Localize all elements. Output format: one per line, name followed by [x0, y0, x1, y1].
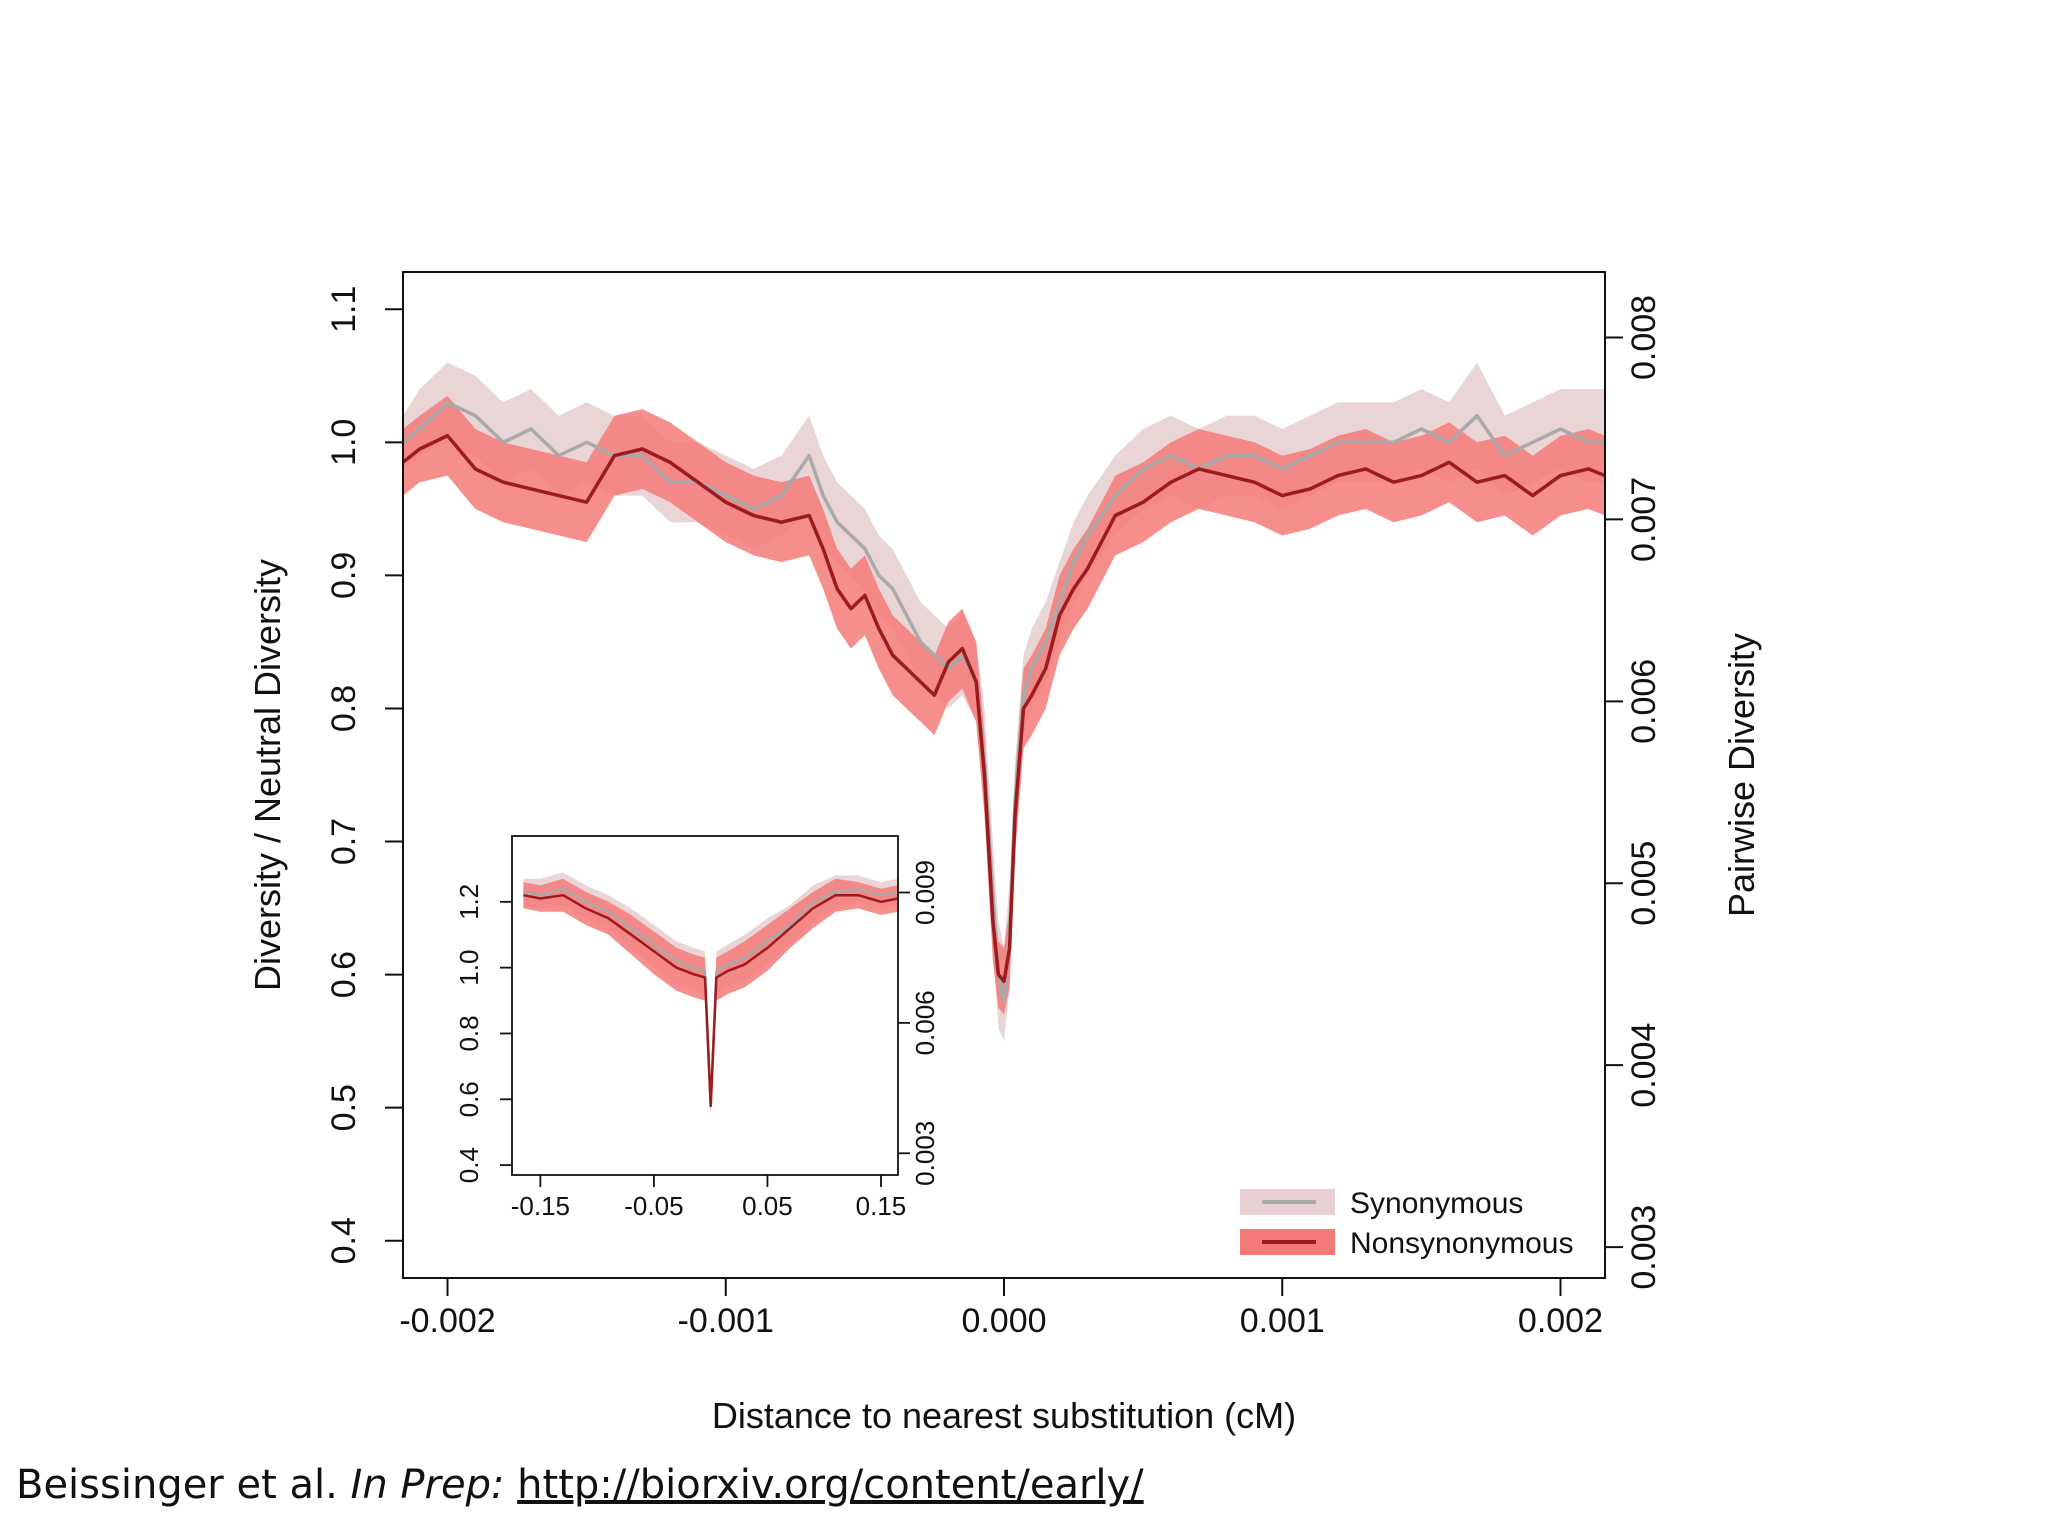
y2-tick-label: 0.007 — [1625, 477, 1663, 562]
inset-y2-tick-label: 0.003 — [910, 1121, 940, 1186]
inset-y-tick-label: 0.8 — [454, 1015, 484, 1051]
inset-x-tick-label: -0.15 — [511, 1191, 570, 1221]
citation: Beissinger et al. In Prep: http://biorxi… — [16, 1462, 1144, 1508]
legend-label-nonsynonymous: Nonsynonymous — [1350, 1227, 1573, 1260]
y2-tick-label: 0.005 — [1625, 841, 1663, 926]
inset-frame — [511, 835, 899, 1176]
citation-status: In Prep: — [350, 1462, 505, 1508]
line-nonsynonymous — [401, 433, 1606, 984]
y2-tick-label: 0.003 — [1625, 1205, 1663, 1290]
citation-link[interactable]: http://biorxiv.org/content/early/ — [517, 1462, 1144, 1508]
inset-y-tick-label: 0.6 — [454, 1081, 484, 1117]
inset-plot: -0.15 -0.05 0.05 0.15 0.4 0.6 0.8 1.0 1.2 0.003 0.… — [454, 835, 940, 1221]
x-axis-title: Distance to nearest substitution (cM) — [712, 1395, 1296, 1436]
inset-band-nonsynonymous — [523, 878, 898, 1113]
main-plot: -0.002 -0.001 0.000 0.001 0.002 0.4 0.5 0.6 0.7 0… — [247, 271, 1762, 1436]
x-tick-label: 0.000 — [961, 1302, 1046, 1340]
inset-x-tick-label: 0.15 — [856, 1191, 907, 1221]
legend-label-synonymous: Synonymous — [1350, 1187, 1523, 1220]
y2-tick-label: 0.008 — [1625, 295, 1663, 380]
y-tick-label: 1.0 — [325, 419, 363, 466]
y-tick-label: 0.8 — [325, 685, 363, 732]
band-synonymous — [403, 362, 1605, 1042]
y-tick-label: 1.1 — [325, 286, 363, 333]
y-tick-label: 0.5 — [325, 1084, 363, 1131]
y2-tick-label: 0.006 — [1625, 659, 1663, 744]
inset-x-tick-label: 0.05 — [742, 1191, 793, 1221]
inset-y-tick-label: 1.2 — [454, 884, 484, 920]
y-tick-label: 0.4 — [325, 1217, 363, 1264]
inset-y-tick-label: 1.0 — [454, 950, 484, 986]
inset-line-nonsynonymous — [523, 893, 899, 1108]
x-tick-label: -0.001 — [678, 1302, 774, 1340]
y-tick-label: 0.6 — [325, 951, 363, 998]
y-axis-title: Diversity / Neutral Diversity — [247, 559, 288, 991]
y-tick-label: 0.7 — [325, 818, 363, 865]
x-tick-label: -0.002 — [399, 1302, 495, 1340]
legend: Synonymous Nonsynonymous — [1240, 1187, 1573, 1260]
inset-y2-tick-label: 0.006 — [910, 990, 940, 1055]
x-tick-label: 0.001 — [1240, 1302, 1325, 1340]
citation-authors: Beissinger et al. — [16, 1462, 338, 1508]
band-nonsynonymous — [403, 395, 1605, 1015]
inset-y-tick-label: 0.4 — [454, 1147, 484, 1183]
inset-y2-tick-label: 0.009 — [910, 860, 940, 925]
inset-x-tick-label: -0.05 — [624, 1191, 683, 1221]
y-tick-label: 0.9 — [325, 552, 363, 599]
y2-axis-title: Pairwise Diversity — [1721, 633, 1762, 917]
y2-tick-label: 0.004 — [1625, 1023, 1663, 1108]
x-tick-label: 0.002 — [1518, 1302, 1603, 1340]
